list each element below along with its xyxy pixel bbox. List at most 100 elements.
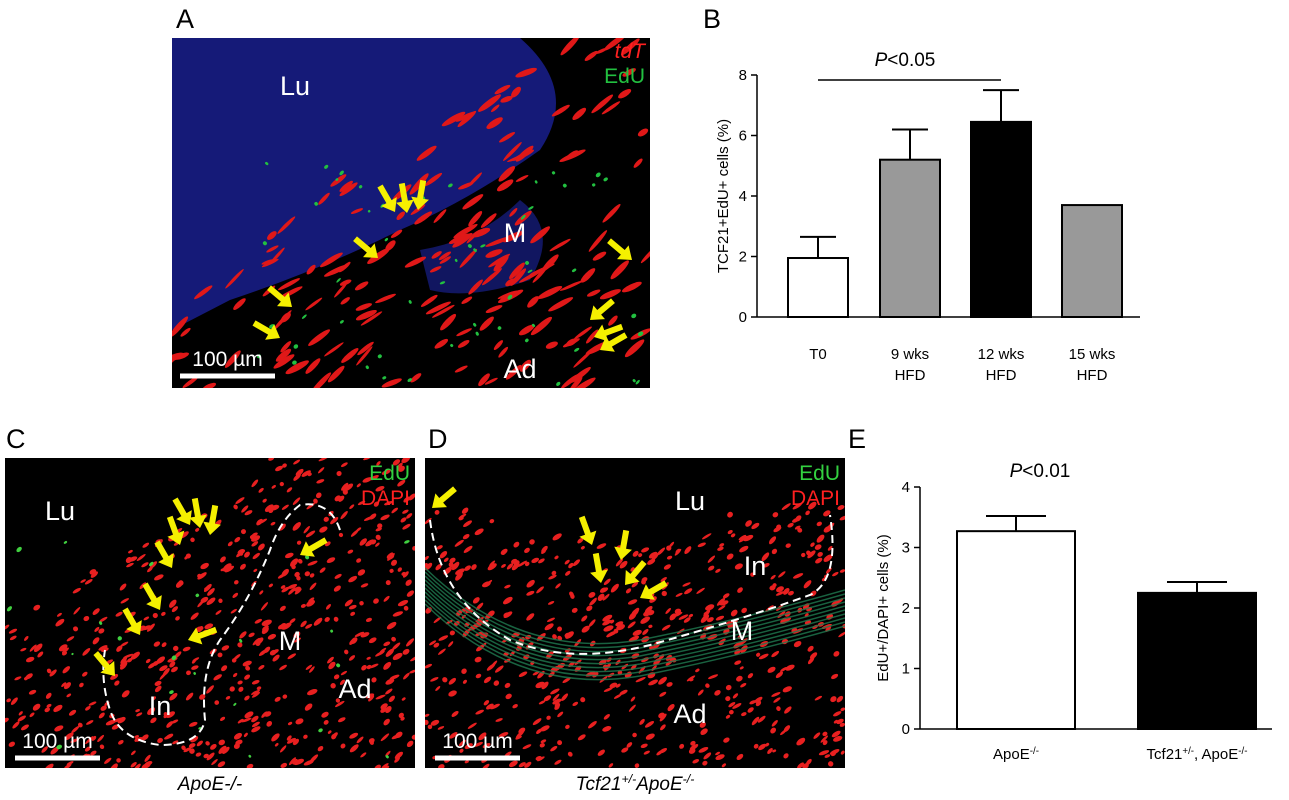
fiber xyxy=(425,571,845,649)
x-tick-label: ApoE-/- xyxy=(993,746,1039,764)
channel-label: EdU xyxy=(799,462,840,485)
charts: B 0 2 4 6 8 TCF21+EdU+ cells (%) T0 9 wks HFD 12 w… xyxy=(703,4,1272,763)
channel-label: DAPI xyxy=(361,487,410,510)
fiber xyxy=(425,587,845,665)
arrow xyxy=(93,651,115,676)
bar xyxy=(787,257,849,319)
region-label: Ad xyxy=(338,674,371,704)
channel-label: EdU xyxy=(604,65,645,88)
region-label: In xyxy=(744,551,767,581)
text-part: -/- xyxy=(683,772,695,786)
arrow xyxy=(396,182,414,213)
fiber xyxy=(425,583,845,661)
y-tick-label: 4 xyxy=(739,188,747,205)
x-tick-label: 12 wks xyxy=(978,346,1025,363)
x-tick-label: 15 wks xyxy=(1069,346,1116,363)
text-part: +/- xyxy=(1182,746,1194,757)
y-tick-label: 0 xyxy=(739,309,747,326)
arrow xyxy=(578,515,597,545)
micrograph-a xyxy=(172,38,650,388)
fiber xyxy=(425,603,845,681)
arrow xyxy=(188,626,218,645)
arrow xyxy=(432,486,457,508)
vessel-boundary xyxy=(102,503,341,747)
text-part: Tcf21 xyxy=(576,774,622,795)
arrow xyxy=(590,298,615,320)
bar xyxy=(970,120,1032,318)
region-label: Ad xyxy=(673,699,706,729)
arrow xyxy=(353,236,378,258)
panel-letter: E xyxy=(848,424,866,454)
arrow xyxy=(300,537,328,557)
region-label: In xyxy=(149,691,172,721)
text-part: -/- xyxy=(1030,746,1039,757)
y-tick-label: 3 xyxy=(902,540,910,557)
arrow xyxy=(590,552,608,583)
scale-bar-label: 100 µm xyxy=(192,348,262,371)
caption: Tcf21+/-ApoE-/- xyxy=(576,772,695,795)
text-part: ApoE xyxy=(993,746,1030,763)
region-label: M xyxy=(279,626,302,656)
text-part: ApoE-/- xyxy=(177,774,242,795)
fiber xyxy=(425,599,845,677)
y-axis-title: TCF21+EdU+ cells (%) xyxy=(715,119,732,273)
channel-label: tdT xyxy=(615,40,648,63)
micrograph-c xyxy=(5,458,415,768)
arrow xyxy=(267,285,292,307)
arrow xyxy=(411,179,429,210)
panel-letter: B xyxy=(703,4,721,34)
text-part: +/- xyxy=(621,772,636,786)
arrow xyxy=(122,607,142,635)
arrow xyxy=(154,540,174,568)
region-label: Ad xyxy=(503,354,536,384)
fiber xyxy=(425,579,845,657)
y-axis-title: EdU+/DAPI+ cells (%) xyxy=(875,534,892,682)
y-tick-label: 2 xyxy=(739,249,747,266)
channel-label: DAPI xyxy=(791,487,840,510)
significance: P<0.05 xyxy=(875,50,936,71)
fiber xyxy=(425,567,845,645)
arrow xyxy=(607,238,632,260)
y-tick-label: 8 xyxy=(739,67,747,84)
x-tick-label: HFD xyxy=(986,367,1017,384)
fiber xyxy=(425,591,845,669)
region-label: Lu xyxy=(45,496,75,526)
arrow xyxy=(600,332,628,352)
x-tick-label: HFD xyxy=(895,367,926,384)
arrow xyxy=(172,497,192,525)
channel-label: EdU xyxy=(369,462,410,485)
region-label: Lu xyxy=(280,71,310,101)
arrow xyxy=(625,560,647,585)
significance: P<0.01 xyxy=(1010,461,1071,482)
bar xyxy=(956,530,1076,730)
y-tick-label: 0 xyxy=(902,721,910,738)
x-tick-label: Tcf21+/-, ApoE-/- xyxy=(1147,746,1248,764)
text-part: Tcf21 xyxy=(1147,746,1183,763)
panel-letter: D xyxy=(428,424,448,454)
text-part: ApoE xyxy=(635,774,683,795)
media-band xyxy=(425,567,845,681)
arrow xyxy=(614,529,632,560)
bar xyxy=(1137,591,1257,730)
arrow xyxy=(640,580,668,600)
region-label: Lu xyxy=(675,486,705,516)
scale-bar-label: 100 µm xyxy=(442,730,512,753)
x-tick-label: T0 xyxy=(809,346,827,363)
text-part: -/- xyxy=(1238,746,1247,757)
micrograph-d xyxy=(425,458,845,768)
text-part: , ApoE xyxy=(1194,746,1238,763)
y-tick-label: 4 xyxy=(902,479,910,496)
region-label: M xyxy=(731,616,754,646)
arrow xyxy=(377,184,397,212)
arrow xyxy=(203,504,221,535)
panel-letter: A xyxy=(176,4,194,34)
fiber xyxy=(425,575,845,653)
bar xyxy=(1061,204,1123,318)
fiber xyxy=(425,595,845,673)
panel-letter: C xyxy=(6,424,26,454)
y-tick-label: 6 xyxy=(739,128,747,145)
scale-bar-label: 100 µm xyxy=(22,730,92,753)
caption: ApoE-/- xyxy=(177,774,242,795)
x-tick-label: 9 wks xyxy=(891,346,929,363)
